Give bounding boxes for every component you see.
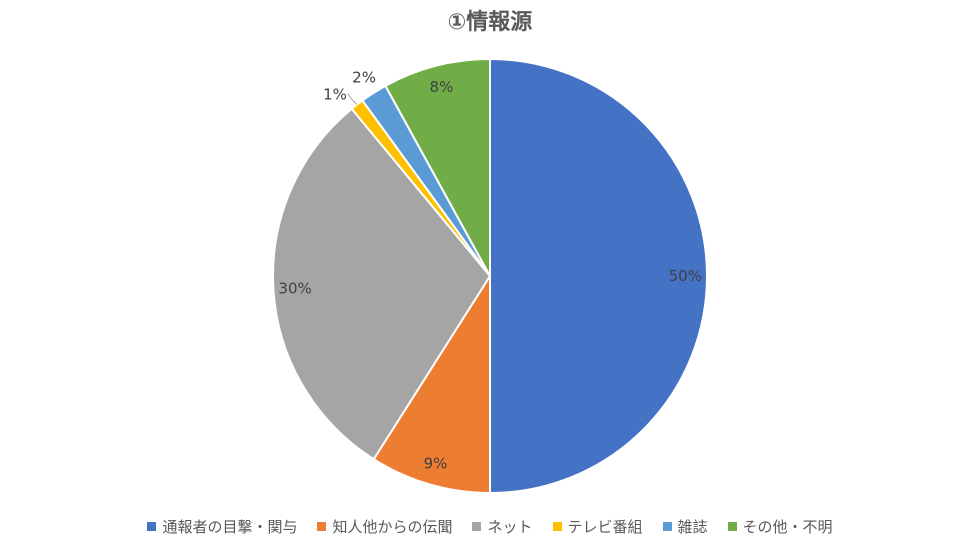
legend-swatch bbox=[662, 522, 672, 531]
legend-label: 通報者の目撃・関与 bbox=[162, 518, 298, 536]
legend-swatch bbox=[317, 522, 327, 531]
legend-label: 知人他からの伝聞 bbox=[332, 518, 453, 536]
chart-title: ①情報源 bbox=[448, 9, 533, 35]
leader-line bbox=[347, 93, 358, 105]
legend-item-4: テレビ番組 bbox=[552, 516, 643, 537]
legend-label: ネット bbox=[487, 518, 533, 536]
legend-item-6: その他・不明 bbox=[727, 516, 833, 537]
legend-swatch bbox=[472, 522, 482, 531]
legend: 通報者の目撃・関与 知人他からの伝聞 ネット テレビ番組 雑誌 その他・不明 bbox=[0, 516, 980, 537]
legend-label: その他・不明 bbox=[742, 518, 833, 536]
legend-swatch bbox=[147, 522, 157, 531]
data-label-2: 9% bbox=[424, 455, 448, 473]
legend-swatch bbox=[552, 522, 562, 531]
legend-item-3: ネット bbox=[472, 516, 533, 537]
legend-label: 雑誌 bbox=[677, 518, 708, 536]
data-label-5: 2% bbox=[352, 69, 376, 87]
pie-slice-3 bbox=[272, 107, 492, 461]
legend-item-2: 知人他からの伝聞 bbox=[317, 516, 452, 537]
legend-item-5: 雑誌 bbox=[662, 516, 708, 537]
pie-slice-2 bbox=[372, 272, 491, 495]
data-label-1: 50% bbox=[669, 267, 702, 285]
data-label-4: 1% bbox=[323, 86, 347, 104]
pie-slice-6 bbox=[384, 57, 491, 277]
legend-label: テレビ番組 bbox=[567, 518, 643, 536]
legend-item-1: 通報者の目撃・関与 bbox=[147, 516, 297, 537]
data-label-6: 8% bbox=[430, 78, 454, 96]
data-label-3: 30% bbox=[278, 279, 311, 297]
pie-slice-1 bbox=[489, 57, 708, 495]
legend-swatch bbox=[727, 522, 737, 531]
